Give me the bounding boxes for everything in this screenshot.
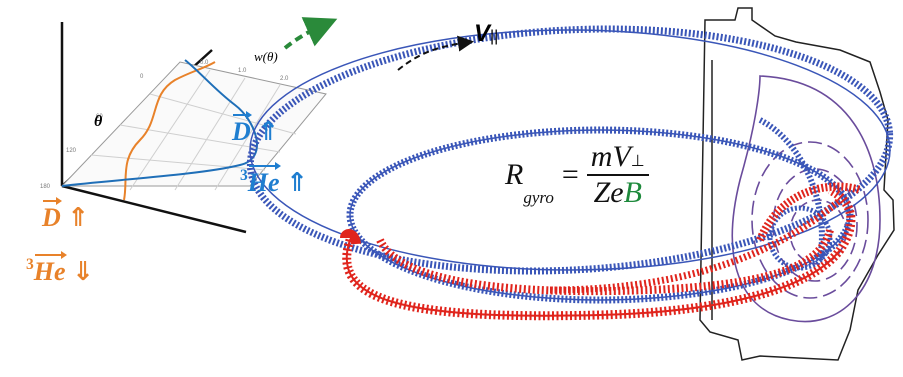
velocity-subscript: ||	[490, 28, 499, 45]
parallel-velocity-label: V||	[474, 20, 498, 48]
theta-tick: 0	[140, 74, 144, 80]
w-direction-arrow	[283, 17, 338, 50]
denominator-ze: Ze	[593, 176, 624, 209]
formula-denominator: ZeB	[590, 176, 646, 210]
red-particle-orbit	[340, 182, 862, 321]
numerator-v: V	[612, 140, 631, 173]
formula-fraction-bar	[586, 174, 649, 176]
parallel-velocity-arrow	[397, 35, 474, 71]
d-blue-arrow: ⇑	[257, 117, 280, 147]
he-orange-mass: 3	[26, 256, 34, 273]
formula-numerator: mV⊥	[587, 140, 649, 174]
d-blue-label: D ⇑	[232, 111, 280, 147]
w-ticks: 0.0 1.0 2.0	[200, 60, 289, 82]
formula-lhs: R	[505, 158, 524, 191]
theta-ticks: 180 120 60 0	[40, 74, 144, 190]
vessel-outline	[699, 7, 895, 361]
formula-fraction: mV⊥ ZeB	[586, 140, 649, 210]
theta-label: θ	[94, 113, 103, 130]
he-orange-label: 3He ⇓	[26, 250, 94, 287]
he-blue-symbol: He	[247, 161, 281, 197]
theta-tick: 120	[66, 148, 77, 154]
formula-equals: =	[561, 158, 579, 191]
blue-particle-orbit	[246, 25, 894, 304]
d-orange-label: D ⇑	[42, 197, 90, 233]
numerator-perp: ⊥	[630, 153, 645, 170]
denominator-b: B	[623, 176, 642, 209]
blue-distribution-curve	[61, 59, 258, 187]
orange-distribution-curve	[123, 61, 216, 201]
tokamak-vessel	[699, 7, 895, 361]
theta-tick: 60	[96, 114, 103, 120]
w-theta-label: w(θ)	[254, 49, 278, 64]
numerator-m: m	[590, 140, 613, 173]
w-tick: 2.0	[280, 76, 289, 82]
distribution-plot: 180 120 60 0 0.0 1.0 2.0 θ w(θ)	[40, 17, 338, 234]
velocity-letter: V	[474, 20, 491, 47]
theta-tick: 180	[40, 184, 51, 190]
w-tick: 1.0	[238, 68, 247, 74]
plot-grid	[60, 61, 327, 191]
d-orange-arrow: ⇑	[67, 203, 90, 233]
formula-lhs-sub: gyro	[523, 188, 554, 207]
w-tick: 0.0	[200, 60, 209, 66]
he-orange-symbol: He	[33, 250, 67, 286]
he-blue-arrow: ⇑	[286, 167, 308, 198]
d-blue-symbol: D	[232, 111, 252, 146]
horizontal-axis	[61, 184, 247, 234]
he-blue-label: 3He ⇑	[240, 161, 308, 198]
he-orange-arrow: ⇓	[72, 256, 94, 287]
d-orange-symbol: D	[42, 197, 62, 232]
he-blue-mass: 3	[240, 167, 248, 184]
